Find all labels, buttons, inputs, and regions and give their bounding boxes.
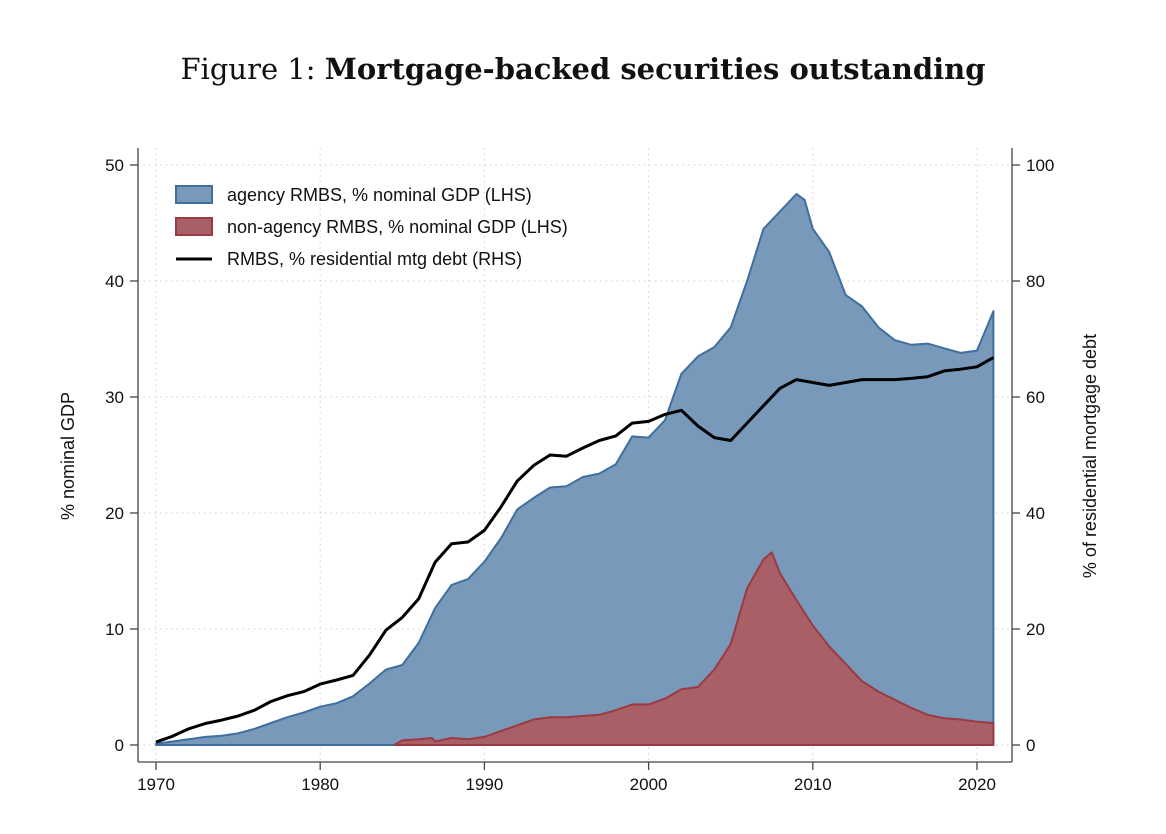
- figure-title: Figure 1: Mortgage-backed securities out…: [0, 52, 1166, 86]
- figure-title-text: Mortgage-backed securities outstanding: [324, 52, 986, 86]
- legend-swatch-agency: [175, 185, 213, 204]
- y-tick-label-left: 30: [105, 388, 124, 407]
- y-tick-label-right: 0: [1026, 736, 1035, 755]
- x-tick-label: 1970: [137, 775, 175, 794]
- y-tick-label-right: 20: [1026, 620, 1045, 639]
- y-axis-label-left: % nominal GDP: [58, 392, 78, 520]
- series-area-agency: [155, 193, 995, 746]
- x-tick-label: 2020: [958, 775, 996, 794]
- y-tick-label-left: 20: [105, 504, 124, 523]
- y-tick-label-left: 50: [105, 156, 124, 175]
- legend: agency RMBS, % nominal GDP (LHS) non-age…: [175, 185, 568, 269]
- y-axis-label-right: % of residential mortgage debt: [1080, 334, 1100, 578]
- figure-prefix: Figure 1:: [180, 52, 325, 86]
- y-tick-label-right: 40: [1026, 504, 1045, 523]
- y-tick-label-left: 0: [115, 736, 124, 755]
- x-tick-label: 1980: [301, 775, 339, 794]
- series-line-rmbs: [155, 356, 995, 744]
- y-tick-label-right: 80: [1026, 272, 1045, 291]
- x-tick-label: 2000: [630, 775, 668, 794]
- legend-label-nonagency: non-agency RMBS, % nominal GDP (LHS): [227, 217, 568, 237]
- area-layer: [155, 193, 995, 746]
- y-tick-label-left: 40: [105, 272, 124, 291]
- x-tick-label: 2010: [794, 775, 832, 794]
- legend-label-agency: agency RMBS, % nominal GDP (LHS): [227, 185, 532, 205]
- legend-swatch-nonagency: [175, 217, 213, 236]
- line-layer: [155, 356, 995, 744]
- x-tick-label: 1990: [465, 775, 503, 794]
- y-tick-label-right: 100: [1026, 156, 1054, 175]
- legend-label-line: RMBS, % residential mtg debt (RHS): [227, 249, 522, 269]
- y-tick-label-left: 10: [105, 620, 124, 639]
- y-tick-label-right: 60: [1026, 388, 1045, 407]
- axes: 0 10 20 30 40 50 0 20 40 60 80 100 1970 1980 1990 2000 2…: [105, 148, 1054, 794]
- series-area-nonagency: [393, 551, 995, 746]
